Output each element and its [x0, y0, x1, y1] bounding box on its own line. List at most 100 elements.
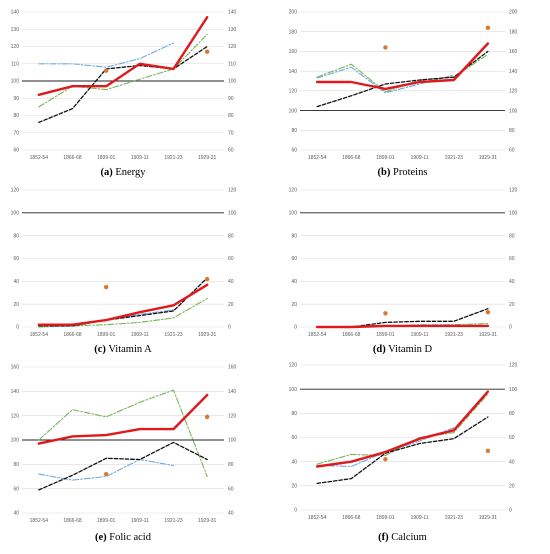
y-tick-label-right: 110 [228, 61, 236, 67]
panel-caption: (c) Vitamin A [94, 344, 152, 355]
series-line-green_dashdot [38, 389, 208, 478]
chart-panel-2: 60 60 80 80 100 100 120 120 140 140 160 160 180 180 20… [289, 10, 518, 178]
y-tick-label-left: 120 [11, 188, 20, 194]
y-tick-label-right: 120 [228, 44, 237, 50]
y-tick-label-left: 100 [11, 79, 20, 85]
y-tick-label-left: 80 [13, 462, 19, 468]
x-tick-label: 1866-68 [342, 155, 361, 161]
series-line-blue_dashdot [38, 42, 175, 68]
y-tick-label-left: 200 [289, 10, 298, 16]
panel-caption: (e) Folic acid [95, 532, 152, 543]
y-tick-label-left: 80 [291, 411, 297, 417]
x-tick-label: 1852-54 [308, 515, 327, 521]
series-line-black_dash [38, 277, 208, 327]
y-tick-label-left: 160 [289, 49, 298, 55]
x-tick-label: 1899-01 [97, 155, 116, 161]
y-tick-label-left: 80 [13, 233, 19, 239]
panel-caption: (d) Vitamin D [373, 344, 433, 355]
panel-caption: (b) Proteins [378, 167, 428, 178]
y-tick-label-right: 60 [509, 148, 515, 154]
y-tick-label-right: 60 [509, 256, 515, 262]
y-tick-label-left: 110 [11, 61, 19, 67]
y-tick-label-right: 0 [509, 508, 512, 514]
y-tick-label-right: 100 [509, 387, 518, 393]
y-tick-label-right: 200 [509, 10, 518, 16]
y-tick-label-left: 140 [11, 389, 20, 395]
caption-label: (f) [378, 532, 389, 543]
data-point [485, 309, 491, 315]
y-tick-label-left: 40 [13, 511, 19, 517]
y-tick-label-left: 60 [291, 435, 297, 441]
series-line-blue_dashdot [316, 66, 455, 94]
series-line-black_dash [38, 45, 208, 124]
y-tick-label-left: 40 [291, 459, 297, 465]
y-tick-label-left: 90 [13, 96, 19, 102]
data-point [103, 471, 109, 477]
caption-text: Proteins [390, 167, 427, 178]
y-tick-label-right: 160 [509, 49, 518, 55]
chart-panel-5: 40 40 60 60 80 80 100 100 120 120 140 140 160 160 1852… [11, 365, 237, 543]
y-tick-label-left: 60 [291, 256, 297, 262]
series-line-thick [37, 283, 209, 326]
y-tick-label-right: 60 [228, 148, 234, 154]
x-tick-label: 1852-54 [30, 518, 49, 524]
y-tick-label-right: 40 [228, 279, 234, 285]
x-tick-label: 1909-11 [411, 515, 429, 521]
y-tick-label-right: 130 [228, 27, 237, 33]
y-tick-label-right: 60 [228, 486, 234, 492]
caption-text: Vitamin A [106, 344, 152, 355]
x-tick-label: 1909-11 [131, 518, 149, 524]
series-line-thick [37, 16, 209, 97]
y-tick-label-right: 60 [228, 256, 234, 262]
data-point [103, 284, 109, 290]
x-tick-label: 1929-31 [198, 518, 217, 524]
y-tick-label-right: 70 [228, 130, 234, 136]
chart-panel-3: 0 0 20 20 40 40 60 60 80 80 100 100 120 120 1852-54 186… [11, 188, 237, 355]
y-tick-label-right: 80 [509, 411, 515, 417]
series-line-thick [315, 324, 490, 329]
panel-caption: (a) Energy [100, 167, 146, 178]
x-tick-label: 1852-54 [30, 332, 49, 338]
y-tick-label-right: 100 [228, 438, 237, 444]
y-tick-label-right: 40 [228, 511, 234, 517]
y-tick-label-left: 70 [13, 130, 19, 136]
x-tick-label: 1899-01 [376, 332, 395, 338]
x-tick-label: 1929-31 [198, 332, 217, 338]
y-tick-label-right: 0 [228, 325, 231, 331]
y-tick-label-left: 80 [291, 128, 297, 134]
caption-label: (e) [95, 532, 107, 543]
data-point [383, 45, 388, 50]
y-tick-label-left: 60 [291, 148, 297, 154]
y-tick-label-right: 90 [228, 96, 234, 102]
y-tick-label-right: 80 [228, 113, 234, 119]
y-tick-label-left: 120 [11, 413, 20, 419]
x-tick-label: 1866-68 [63, 155, 82, 161]
y-tick-label-right: 20 [509, 484, 515, 490]
y-tick-label-left: 0 [16, 325, 19, 331]
x-tick-label: 1929-31 [479, 515, 498, 521]
y-tick-label-right: 80 [228, 233, 234, 239]
x-tick-label: 1921-23 [164, 518, 183, 524]
data-point [383, 457, 388, 462]
y-tick-label-left: 20 [291, 484, 297, 490]
chart-panel-6: 0 0 20 20 40 40 60 60 80 80 100 100 120 120 1852-54 186… [289, 363, 518, 543]
y-tick-label-right: 100 [228, 79, 237, 85]
x-tick-label: 1899-01 [376, 155, 395, 161]
y-tick-label-right: 120 [509, 89, 518, 95]
x-tick-label: 1921-23 [164, 332, 183, 338]
y-tick-label-right: 60 [509, 435, 515, 441]
y-tick-label-right: 100 [509, 108, 518, 114]
y-tick-label-left: 0 [294, 508, 297, 514]
chart-panel-4: 0 0 20 20 40 40 60 60 80 80 100 100 120 120 1852-54 186… [289, 188, 518, 355]
y-tick-label-left: 100 [289, 387, 298, 393]
y-tick-label-right: 120 [228, 188, 237, 194]
data-point [485, 448, 491, 453]
y-tick-label-left: 40 [13, 279, 19, 285]
y-tick-label-left: 60 [13, 486, 19, 492]
y-tick-label-right: 140 [509, 69, 518, 75]
y-tick-label-right: 0 [509, 325, 512, 331]
caption-label: (a) [100, 167, 113, 178]
x-tick-label: 1899-01 [97, 518, 116, 524]
y-tick-label-left: 0 [294, 325, 297, 331]
